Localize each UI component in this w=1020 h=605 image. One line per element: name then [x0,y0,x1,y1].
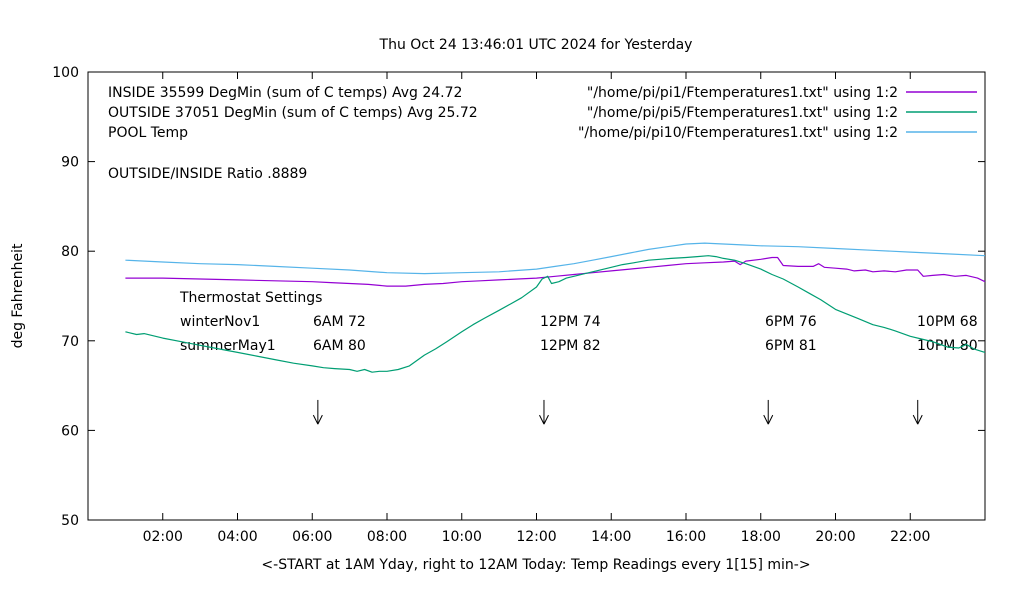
event-arrow-head [767,414,774,425]
event-arrow-head [543,414,549,425]
event-arrow-head [763,414,769,425]
legend-file-inside: "/home/pi/pi1/Ftemperatures1.txt" using … [587,85,898,101]
thermostat-summer-label: summerMay1 [180,338,276,354]
thermostat-summer-6pm: 6PM 81 [765,338,817,354]
y-tick-label: 100 [52,65,79,81]
thermostat-header: Thermostat Settings [179,290,322,306]
legend-file-pool: "/home/pi/pi10/Ftemperatures1.txt" using… [578,125,898,141]
thermostat-winter-12pm: 12PM 74 [540,314,601,330]
y-axis-label: deg Fahrenheit [10,243,26,348]
ratio-text: OUTSIDE/INSIDE Ratio .8889 [108,166,307,182]
x-tick-label: 04:00 [217,529,257,545]
x-axis-label: <-START at 1AM Yday, right to 12AM Today… [261,557,810,573]
event-arrow-head [312,414,319,425]
event-arrow-head [917,414,923,425]
x-tick-label: 16:00 [666,529,706,545]
series-line-outside [125,255,986,373]
y-tick-label: 50 [61,513,79,529]
y-tick-label: 70 [61,334,79,350]
event-arrow-head [912,414,919,425]
legend-label-inside: INSIDE 35599 DegMin (sum of C temps) Avg… [108,85,462,101]
legend-label-outside: OUTSIDE 37051 DegMin (sum of C temps) Av… [108,105,478,121]
x-tick-label: 14:00 [591,529,631,545]
thermostat-summer-12pm: 12PM 82 [540,338,601,354]
event-arrow-head [539,414,545,425]
series-line-pool [125,242,986,275]
x-tick-label: 02:00 [143,529,183,545]
y-tick-label: 60 [61,423,79,439]
thermostat-winter-label: winterNov1 [180,314,260,330]
legend-label-pool: POOL Temp [108,125,188,141]
thermostat-winter-6pm: 6PM 76 [765,314,817,330]
x-tick-label: 20:00 [815,529,855,545]
thermostat-winter-6am: 6AM 72 [313,314,366,330]
series-line-inside [125,256,986,287]
x-tick-label: 10:00 [442,529,482,545]
x-tick-label: 22:00 [890,529,930,545]
x-tick-label: 12:00 [516,529,556,545]
legend-file-outside: "/home/pi/pi5/Ftemperatures1.txt" using … [587,105,898,121]
x-tick-label: 18:00 [741,529,781,545]
x-tick-label: 08:00 [367,529,407,545]
chart-title: Thu Oct 24 13:46:01 UTC 2024 for Yesterd… [379,37,693,53]
y-tick-label: 80 [61,244,79,260]
thermostat-winter-10pm: 10PM 68 [917,314,978,330]
event-arrow-head [317,414,323,425]
thermostat-summer-6am: 6AM 80 [313,338,366,354]
y-tick-label: 90 [61,155,79,171]
x-tick-label: 06:00 [292,529,332,545]
legend: INSIDE 35599 DegMin (sum of C temps) Avg… [108,85,977,141]
thermostat-settings: Thermostat Settings winterNov1 6AM 72 12… [179,290,978,354]
